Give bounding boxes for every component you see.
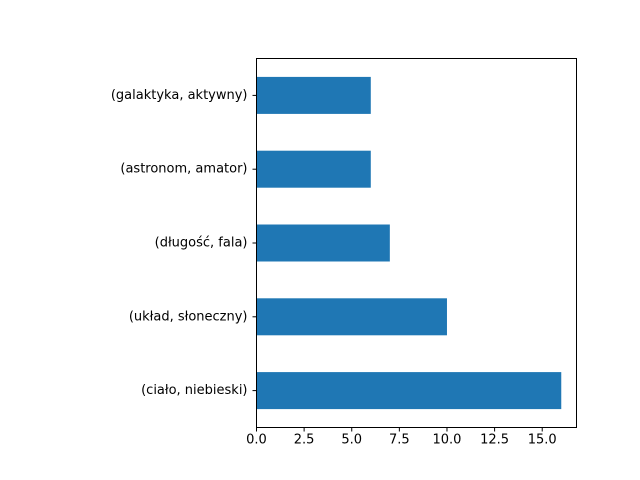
bar-0 (256, 372, 562, 410)
x-tick-label: 12.5 (480, 433, 509, 448)
x-tick-label: 2.5 (294, 433, 315, 448)
x-tick-label: 0.0 (246, 433, 267, 448)
y-tick-label: (astronom, amator) (120, 162, 247, 177)
bars-group (256, 76, 562, 410)
bar-2 (256, 224, 390, 262)
y-axis: (ciało, niebieski) (układ, słoneczny) (dłu… (111, 88, 257, 398)
x-axis: 0.0 2.5 5.0 7.5 10.0 12.5 15.0 (246, 427, 557, 448)
bar-4 (256, 76, 371, 114)
y-tick-label: (ciało, niebieski) (141, 383, 247, 398)
bar-3 (256, 150, 371, 188)
y-tick-label: (długość, fala) (155, 236, 248, 251)
x-tick-label: 5.0 (341, 433, 362, 448)
y-tick-label: (galaktyka, aktywny) (111, 88, 248, 103)
x-tick-label: 10.0 (432, 433, 461, 448)
x-tick-label: 7.5 (389, 433, 410, 448)
x-tick-label: 15.0 (528, 433, 557, 448)
y-tick-label: (układ, słoneczny) (129, 309, 248, 324)
bar-1 (256, 298, 447, 336)
